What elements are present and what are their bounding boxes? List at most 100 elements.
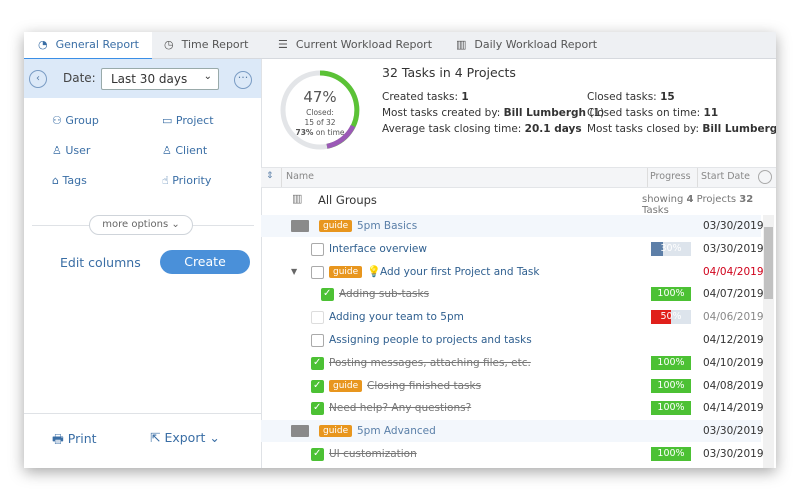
more-options-button[interactable]: more options ⌄ [89,215,193,235]
checkbox[interactable] [311,242,324,256]
stat-value: 11 [703,107,719,119]
task-row[interactable]: Assigning people to projects and tasks 04… [261,329,764,351]
user-option[interactable]: ♙ User [52,144,91,157]
progress-bar: 100% [651,401,691,416]
checkbox[interactable] [311,311,324,325]
task-row[interactable]: ✓ Posting messages, attaching files, etc.… [261,352,764,374]
task-row[interactable]: ✓ UI customization 100% 03/30/2019 [261,443,764,465]
stat-value: Bill Lumbergh [503,107,587,119]
checkbox[interactable]: ✓ [311,402,324,416]
task-row[interactable]: ▼ guide 💡 Add your first Project and Task 04… [261,261,764,283]
stat-value: 15 [660,91,675,103]
progress-fill [651,310,671,325]
tab[interactable]: ☰ Current Workload Report [278,38,433,51]
print-label[interactable]: Print [67,431,97,446]
stat: Closed tasks: 15 [587,91,675,103]
checkbox[interactable] [311,265,324,279]
tab-label[interactable]: Time Report [181,38,249,51]
settings-icon[interactable] [758,170,772,184]
start-date: 03/30/2019 [703,220,764,232]
progress-bar: 100% [651,447,691,461]
export-button[interactable]: ⇱ Export ⌄ [150,430,220,445]
start-date: 03/30/2019 [703,242,764,255]
progress-fill [651,378,691,393]
tab-label[interactable]: General Report [55,38,139,51]
stat-value: 1 [461,91,469,103]
checkbox[interactable]: ✓ [311,448,324,461]
task-row[interactable]: Interface overview 30% 03/30/2019 [261,238,764,260]
checkbox[interactable]: ✓ [311,356,324,370]
option-label[interactable]: User [65,144,91,157]
start-date: 03/30/2019 [703,448,764,460]
group-option[interactable]: ⚇ Group [52,114,99,127]
option-label[interactable]: Group [65,114,99,127]
task-row[interactable]: ✓ guide Closing finished tasks 100% 04/08/20… [261,375,764,397]
folder-icon [291,425,309,438]
task-name: UI customization [329,448,417,460]
checkbox[interactable] [311,334,324,347]
column-header[interactable]: Name [286,171,315,182]
tab[interactable]: ◔ General Report [38,38,139,51]
stat-note: (1) [589,107,605,119]
stat: Most tasks created by: Bill Lumbergh (1) [382,107,604,119]
task-name: Adding your team to 5pm [329,311,464,324]
stat-label: Created tasks: [382,91,459,103]
date-label: Date: [63,71,96,85]
stat-label: Most tasks created by: [382,107,501,119]
task-name: Assigning people to projects and tasks [329,334,532,346]
print-button[interactable]: 🖶 Print [52,431,97,446]
stat: Created tasks: 1 [382,91,469,103]
task-row[interactable]: ✓ Need help? Any questions? 100% 04/14/2019 [261,397,764,419]
project-option[interactable]: ▭ Project [162,114,214,127]
progress-bar: 100% [651,355,691,370]
report-window: ◔ General Report ◷ Time Report ☰ Current Wo… [24,32,776,468]
start-date: 04/12/2019 [703,334,764,346]
task-row[interactable]: ✓ Adding sub-tasks 100% 04/07/2019 [261,283,764,305]
stat-value: 20.1 days [524,123,582,135]
group-icon: ▥ [292,192,303,205]
tab-label[interactable]: Current Workload Report [295,38,433,51]
date-select[interactable]: Last 30 days ⌄ [101,68,219,90]
tags-option[interactable]: ⌂ Tags [52,174,87,187]
sidebar [24,59,262,468]
tab[interactable]: ◷ Time Report [164,38,249,51]
edit-columns[interactable]: Edit columns [60,255,141,270]
sort-icon[interactable]: ⇕ [266,171,274,181]
tab[interactable]: ▥ Daily Workload Report [456,38,598,51]
stat: Average task closing time: 20.1 days [382,123,582,135]
checkbox[interactable]: ✓ [321,288,334,302]
tab-label[interactable]: Daily Workload Report [474,38,598,51]
client-option[interactable]: ♙ Client [162,144,208,157]
column-header[interactable]: Start Date [701,171,750,182]
progress-bar: 30% [651,241,691,256]
create-button[interactable]: Create [160,250,250,274]
task-name: Posting messages, attaching files, etc. [329,356,531,369]
stat-label: Most tasks closed by: [587,123,700,135]
option-label[interactable]: Project [175,114,214,127]
progress-fill [651,241,663,256]
option-label[interactable]: Tags [62,174,87,187]
priority-option[interactable]: ☝ Priority [162,174,212,187]
option-label[interactable]: Client [175,144,208,157]
expand-arrow[interactable]: ▼ [291,266,298,276]
export-label[interactable]: Export [164,430,206,445]
more-options-label[interactable]: more options [102,219,169,230]
checkbox[interactable]: ✓ [311,379,324,393]
group-row[interactable]: guide 5pm Advanced 03/30/2019 [261,420,764,443]
progress-bar: 50% [651,310,691,325]
closed-label: Closed: [306,108,334,117]
ring-on-time [326,124,356,149]
scroll-thumb[interactable] [764,227,773,299]
more-button[interactable]: ··· [234,71,252,89]
scrollbar[interactable] [763,215,774,468]
group-row[interactable]: guide 5pm Basics 03/30/2019 [261,215,764,237]
date-value[interactable]: Last 30 days [111,72,188,86]
task-name: Adding sub-tasks [339,288,430,301]
back-button[interactable]: ‹ [29,70,47,88]
option-label[interactable]: Priority [172,174,212,187]
task-row[interactable]: Adding your team to 5pm 50% 04/06/2019 [261,306,764,328]
dropdown-arrow[interactable]: ⌄ [203,71,212,82]
task-name: Closing finished tasks [367,379,482,392]
column-header[interactable]: Progress [650,171,691,182]
